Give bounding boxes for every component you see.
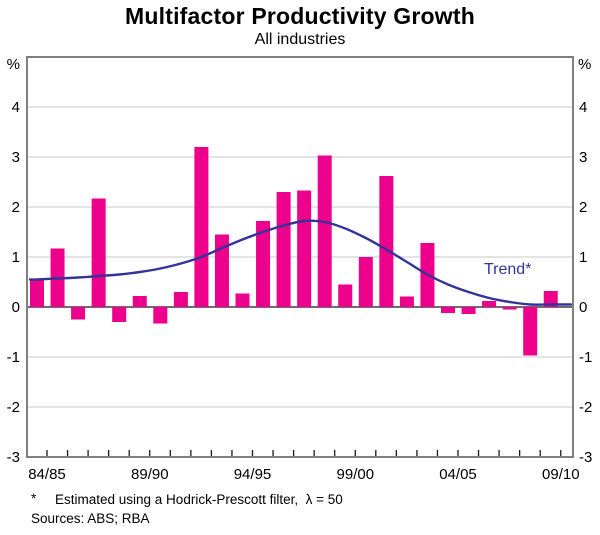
bar-95/96 bbox=[256, 221, 271, 307]
bar-86/87 bbox=[71, 307, 86, 320]
y-tick-label-right--3: -3 bbox=[579, 449, 592, 466]
footnote-asterisk: * bbox=[31, 491, 37, 506]
bar-05/06 bbox=[461, 307, 476, 314]
chart-title: Multifactor Productivity Growth bbox=[125, 3, 475, 29]
bar-94/95 bbox=[235, 293, 250, 307]
y-tick-label-left-0: 0 bbox=[12, 299, 20, 316]
footnote-text: Estimated using a Hodrick-Prescott filte… bbox=[55, 492, 343, 507]
bar-84/85 bbox=[30, 279, 44, 307]
bar-88/89 bbox=[112, 307, 127, 322]
bar-02/03 bbox=[399, 296, 414, 307]
y-tick-label-left-1: 1 bbox=[12, 249, 20, 266]
y-tick-label-left-2: 2 bbox=[12, 199, 20, 216]
bar-01/02 bbox=[379, 176, 394, 307]
trend-line bbox=[28, 219, 573, 306]
x-tick-label-04/05: 04/05 bbox=[439, 466, 477, 483]
bar-90/91 bbox=[153, 307, 168, 324]
trend-line-label: Trend* bbox=[484, 261, 532, 278]
bar-99/00 bbox=[338, 284, 353, 307]
bar-06/07 bbox=[482, 301, 497, 307]
y-axis-unit-left: % bbox=[6, 56, 20, 73]
x-tick-label-94/95: 94/95 bbox=[234, 466, 272, 483]
y-tick-label-right--2: -2 bbox=[579, 399, 592, 416]
plot-frame bbox=[26, 56, 574, 458]
y-tick-label-right-2: 2 bbox=[579, 199, 587, 216]
y-tick-label-left-3: 3 bbox=[12, 149, 20, 166]
bar-07/08 bbox=[502, 307, 517, 310]
sources-note: Sources: ABS; RBA bbox=[31, 511, 150, 526]
bar-92/93 bbox=[194, 147, 209, 307]
y-tick-label-right-1: 1 bbox=[579, 249, 587, 266]
y-tick-label-right--1: -1 bbox=[579, 349, 592, 366]
chart-subtitle: All industries bbox=[254, 31, 346, 48]
bar-89/90 bbox=[132, 296, 147, 307]
y-tick-label-left-4: 4 bbox=[12, 99, 20, 116]
bar-93/94 bbox=[214, 234, 229, 307]
x-tick-label-84/85: 84/85 bbox=[28, 466, 66, 483]
x-tick-label-09/10: 09/10 bbox=[542, 466, 580, 483]
bar-04/05 bbox=[441, 307, 455, 313]
x-tick-label-99/00: 99/00 bbox=[337, 466, 375, 483]
bar-97/98 bbox=[297, 190, 312, 307]
y-axis-unit-right: % bbox=[578, 56, 592, 73]
x-tick-label-89/90: 89/90 bbox=[131, 466, 169, 483]
bar-08/09 bbox=[523, 307, 538, 356]
y-tick-label-left--2: -2 bbox=[7, 399, 20, 416]
y-tick-label-left--3: -3 bbox=[7, 449, 20, 466]
bar-96/97 bbox=[276, 192, 291, 307]
y-tick-label-right-0: 0 bbox=[579, 299, 587, 316]
bar-00/01 bbox=[358, 257, 373, 307]
bar-98/99 bbox=[317, 155, 332, 307]
y-tick-label-right-4: 4 bbox=[579, 99, 587, 116]
y-tick-label-left--1: -1 bbox=[7, 349, 20, 366]
bar-91/92 bbox=[173, 292, 188, 307]
bar-87/88 bbox=[91, 198, 106, 307]
bar-09/10 bbox=[543, 291, 558, 307]
y-tick-label-right-3: 3 bbox=[579, 149, 587, 166]
